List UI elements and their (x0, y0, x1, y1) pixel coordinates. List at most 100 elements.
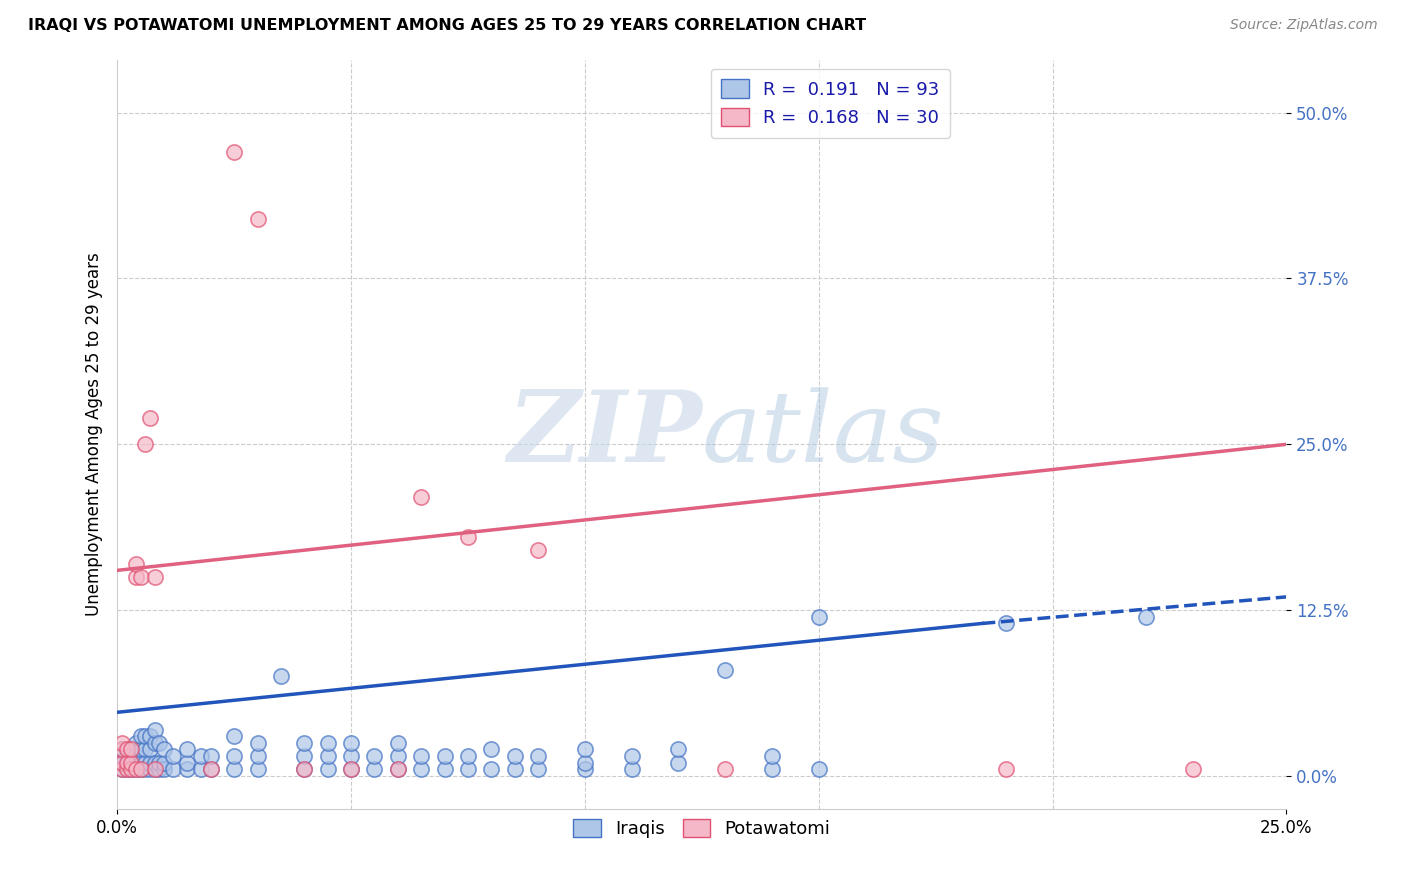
Point (143, 570, 166, 584)
Point (363, 749, 385, 764)
Point (527, 543, 550, 558)
Point (503, 762, 526, 776)
Point (761, 762, 783, 776)
Point (574, 742, 596, 756)
Point (270, 669, 292, 683)
Point (120, 762, 142, 776)
Point (115, 756, 138, 770)
Text: IRAQI VS POTAWATOMI UNEMPLOYMENT AMONG AGES 25 TO 29 YEARS CORRELATION CHART: IRAQI VS POTAWATOMI UNEMPLOYMENT AMONG A… (28, 18, 866, 33)
Point (143, 723, 166, 737)
Point (148, 762, 170, 776)
Point (457, 762, 479, 776)
Point (340, 749, 363, 764)
Point (139, 756, 162, 770)
Point (176, 742, 198, 756)
Point (143, 736, 166, 750)
Point (994, 762, 1017, 776)
Point (162, 762, 184, 776)
Point (120, 756, 142, 770)
Point (115, 742, 138, 756)
Point (316, 762, 339, 776)
Point (527, 762, 550, 776)
Point (200, 762, 222, 776)
Legend: Iraqis, Potawatomi: Iraqis, Potawatomi (567, 812, 838, 845)
Point (134, 437, 156, 451)
Point (143, 756, 166, 770)
Point (153, 756, 176, 770)
Point (224, 749, 246, 764)
Point (115, 756, 138, 770)
Point (134, 762, 156, 776)
Point (340, 736, 363, 750)
Point (457, 530, 479, 544)
Point (139, 742, 162, 756)
Point (111, 736, 134, 750)
Point (120, 762, 142, 776)
Point (120, 742, 142, 756)
Point (387, 736, 409, 750)
Point (479, 742, 502, 756)
Point (148, 756, 170, 770)
Point (111, 756, 134, 770)
Point (139, 762, 162, 776)
Point (134, 742, 156, 756)
Point (125, 756, 148, 770)
Point (176, 756, 198, 770)
Point (143, 762, 166, 776)
Text: ZIP: ZIP (506, 386, 702, 483)
Point (111, 762, 134, 776)
Point (479, 762, 502, 776)
Point (387, 749, 409, 764)
Point (246, 749, 269, 764)
Point (411, 749, 433, 764)
Point (143, 762, 166, 776)
Point (246, 211, 269, 226)
Point (503, 749, 526, 764)
Point (224, 762, 246, 776)
Point (620, 749, 643, 764)
Point (120, 742, 142, 756)
Point (387, 762, 409, 776)
Point (574, 756, 596, 770)
Point (457, 749, 479, 764)
Point (134, 756, 156, 770)
Point (994, 616, 1017, 631)
Point (224, 729, 246, 743)
Point (139, 410, 162, 425)
Point (316, 749, 339, 764)
Point (224, 145, 246, 160)
Point (176, 762, 198, 776)
Point (340, 762, 363, 776)
Text: Source: ZipAtlas.com: Source: ZipAtlas.com (1230, 18, 1378, 32)
Point (111, 742, 134, 756)
Point (1181, 762, 1204, 776)
Point (129, 742, 152, 756)
Point (115, 749, 138, 764)
Point (111, 742, 134, 756)
Point (125, 749, 148, 764)
Text: atlas: atlas (702, 387, 945, 482)
Point (190, 749, 212, 764)
Point (125, 762, 148, 776)
Point (129, 570, 152, 584)
Point (115, 742, 138, 756)
Point (433, 762, 456, 776)
Point (340, 762, 363, 776)
Point (125, 762, 148, 776)
Point (125, 557, 148, 571)
Point (246, 736, 269, 750)
Point (807, 609, 830, 624)
Point (292, 749, 315, 764)
Point (111, 749, 134, 764)
Point (620, 762, 643, 776)
Point (761, 749, 783, 764)
Point (115, 762, 138, 776)
Point (714, 762, 737, 776)
Point (153, 742, 176, 756)
Point (162, 749, 184, 764)
Point (200, 749, 222, 764)
Point (115, 762, 138, 776)
Point (111, 756, 134, 770)
Point (125, 736, 148, 750)
Point (153, 762, 176, 776)
